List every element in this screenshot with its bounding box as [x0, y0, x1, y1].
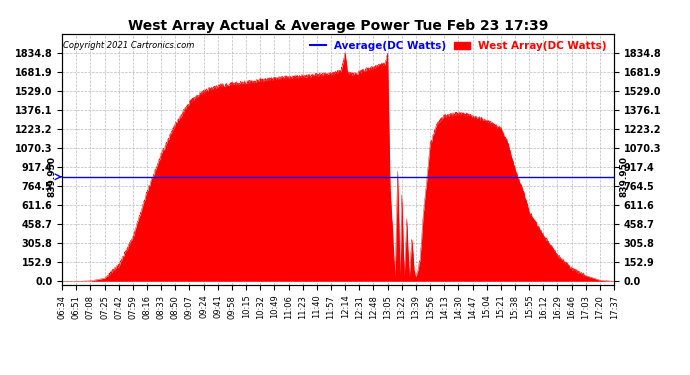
Legend: Average(DC Watts), West Array(DC Watts): Average(DC Watts), West Array(DC Watts)	[308, 39, 609, 53]
Text: Copyright 2021 Cartronics.com: Copyright 2021 Cartronics.com	[63, 41, 195, 50]
Text: 839.950: 839.950	[48, 156, 57, 197]
Text: 839.950: 839.950	[620, 156, 629, 197]
Title: West Array Actual & Average Power Tue Feb 23 17:39: West Array Actual & Average Power Tue Fe…	[128, 19, 549, 33]
